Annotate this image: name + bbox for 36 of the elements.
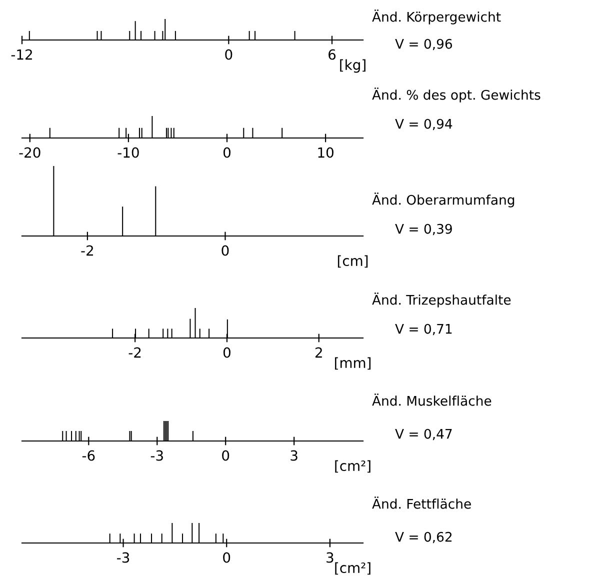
x-tick-label: -20 — [19, 147, 40, 158]
x-tick-label: 0 — [223, 147, 230, 158]
x-tick-label: 3 — [290, 450, 298, 461]
x-tick-label: -6 — [82, 450, 95, 461]
x-tick-label: 0 — [223, 347, 230, 358]
x-tick-label: 2 — [315, 347, 322, 358]
x-tick-label: 0 — [223, 552, 230, 563]
x-axis-title: [cm²] — [335, 460, 370, 473]
x-tick-label: -10 — [118, 147, 139, 158]
text: Änd. % des opt. Gewichts — [372, 88, 540, 102]
x-axis-title: [cm²] — [335, 562, 370, 575]
text: Änd. Muskelfläche — [372, 394, 492, 406]
x-tick-label: -2 — [81, 245, 93, 256]
x-axis-title: [mm] — [335, 357, 371, 370]
text: Änd. Oberarmumfang — [372, 192, 514, 208]
x-axis-title: [cm] — [338, 255, 368, 268]
text: V = 0,62 — [395, 532, 452, 544]
text: V = 0,71 — [395, 324, 452, 336]
x-tick-label: 0 — [222, 245, 229, 256]
x-tick-label: 6 — [328, 49, 336, 60]
x-tick-label: -3 — [117, 552, 130, 563]
text: V = 0,47 — [395, 428, 452, 440]
text: Änd. Trizepshautfalte — [372, 292, 511, 308]
x-tick-label: 3 — [326, 552, 334, 563]
text: Änd. Fettfläche — [372, 496, 471, 509]
text: V = 0,94 — [395, 118, 452, 130]
x-tick-label: 0 — [222, 450, 230, 461]
text: Änd. Körpergewicht — [372, 10, 501, 24]
x-tick-label: 10 — [318, 147, 334, 158]
x-tick-label: -12 — [11, 49, 32, 60]
x-tick-label: -3 — [150, 450, 163, 461]
text: V = 0,96 — [395, 38, 452, 50]
text: V = 0,39 — [395, 224, 452, 236]
x-tick-label: 0 — [225, 49, 232, 60]
x-tick-label: -2 — [128, 347, 141, 358]
x-axis-title: [kg] — [340, 59, 366, 73]
